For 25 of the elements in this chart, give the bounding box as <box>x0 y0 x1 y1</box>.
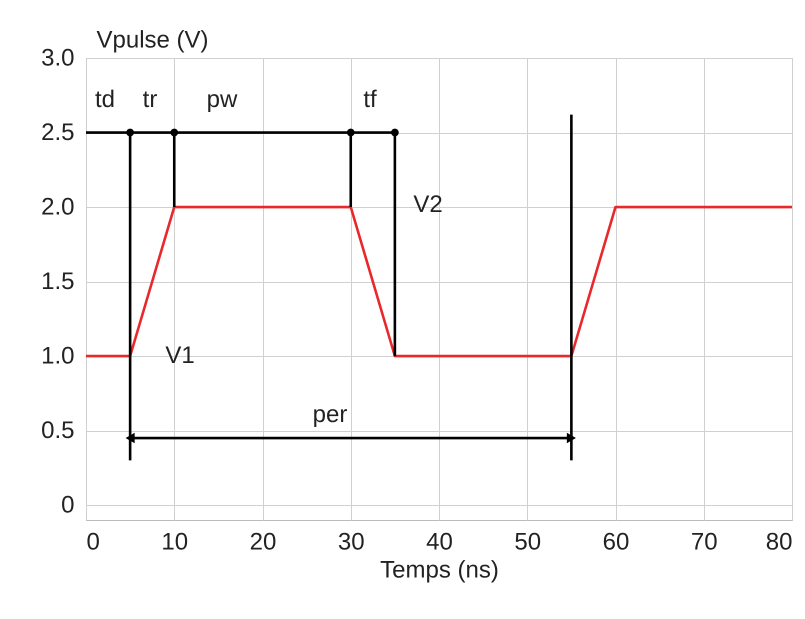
x-tick-label: 80 <box>766 528 792 556</box>
y-tick-label: 1.5 <box>41 268 74 296</box>
y-tick-label: 1.0 <box>41 342 74 370</box>
x-tick-label: 60 <box>602 528 630 556</box>
y-tick-label: 2.0 <box>41 194 74 221</box>
annotation: per <box>312 401 348 428</box>
y-tick-label: 3.0 <box>41 44 74 72</box>
x-tick-label: 0 <box>86 528 100 556</box>
annotation: td <box>94 86 116 113</box>
x-tick-label: 30 <box>338 528 365 556</box>
annotation: pw <box>206 86 238 113</box>
y-tick-label: 2.5 <box>41 119 74 146</box>
x-tick-label: 10 <box>161 528 188 556</box>
y-tick-label: 0 <box>61 492 74 519</box>
annotation: V1 <box>165 342 195 369</box>
annotation: tr <box>142 86 158 113</box>
annotation: V2 <box>413 191 443 218</box>
annotation: tf <box>363 86 377 113</box>
y-axis-title: Vpulse (V) <box>96 26 209 54</box>
x-tick-label: 50 <box>514 528 542 556</box>
x-axis-title: Temps (ns) <box>380 556 499 584</box>
y-tick-label: 0.5 <box>41 417 74 444</box>
x-tick-label: 70 <box>690 528 718 556</box>
x-tick-label: 40 <box>426 528 453 556</box>
x-tick-label: 20 <box>250 528 276 556</box>
